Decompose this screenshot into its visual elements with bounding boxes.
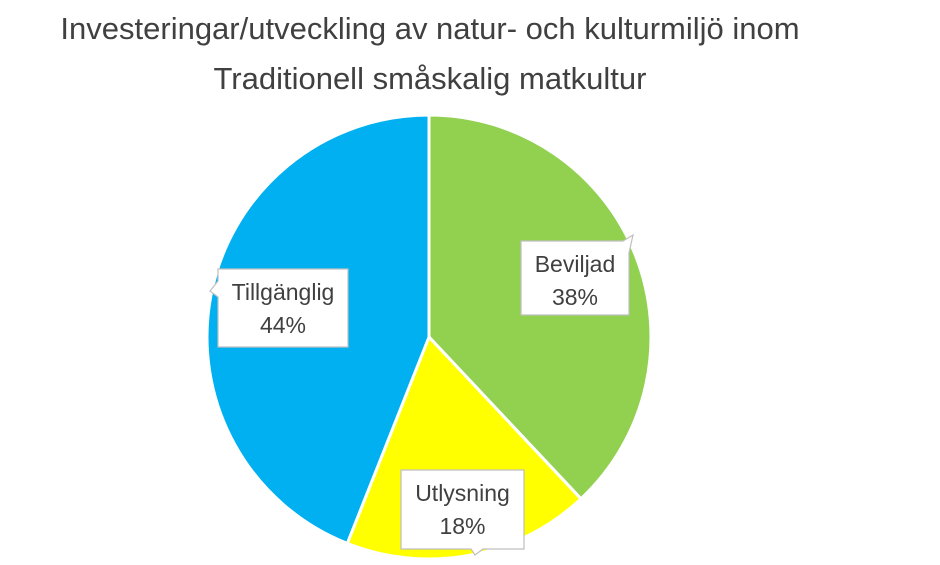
data-label-value: 18% [439, 513, 485, 539]
data-label-beviljad: Beviljad 38% [520, 233, 634, 316]
chart-title-line-1: Investeringar/utveckling av natur- och k… [60, 11, 800, 46]
chart-title: Investeringar/utveckling av natur- och k… [0, 4, 860, 104]
data-label-category: Beviljad [535, 251, 616, 277]
data-label-value: 44% [260, 312, 306, 338]
chart-title-line-2: Traditionell småskalig matkultur [213, 61, 647, 96]
callout-box [520, 233, 634, 316]
data-label-utlysning: Utlysning 18% [400, 469, 525, 556]
data-label-category: Utlysning [415, 480, 510, 506]
callout-box [400, 469, 525, 556]
data-label-tillgänglig: Tillgänglig 44% [209, 268, 349, 348]
pie-data-labels: Beviljad 38% Utlysning 18% Tillgänglig 44% [209, 233, 634, 556]
callout-box [209, 268, 349, 348]
data-label-category: Tillgänglig [232, 279, 335, 305]
data-label-value: 38% [552, 284, 598, 310]
